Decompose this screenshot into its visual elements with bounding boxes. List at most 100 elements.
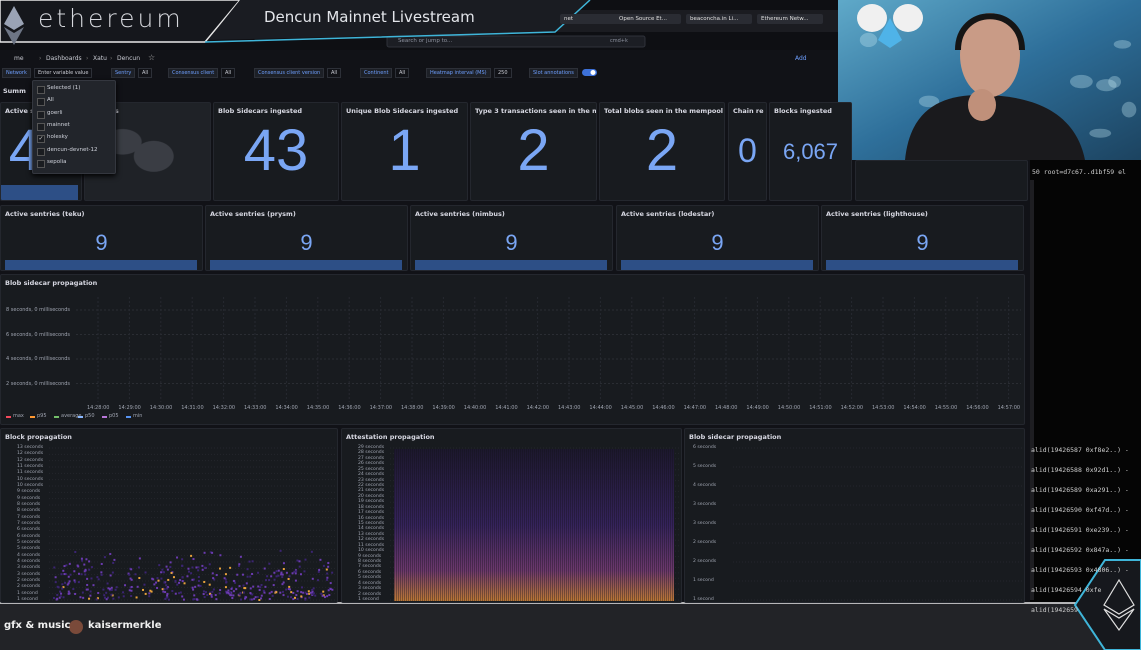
heatmap-cell (165, 584, 168, 587)
dropdown-option[interactable]: All (33, 97, 115, 107)
heatmap-cell (238, 563, 241, 566)
browser-tab[interactable]: Open Source Et... (615, 14, 681, 24)
heatmap-column (560, 449, 561, 601)
heatmap-cell (112, 597, 115, 600)
dropdown-option[interactable]: ✓ holesky (33, 134, 115, 144)
breadcrumb[interactable]: me (14, 55, 24, 62)
heatmap-cell (239, 555, 242, 558)
search[interactable]: Search or jump to... (398, 38, 453, 44)
heatmap-column (506, 449, 507, 601)
y-axis-label: 22 seconds (358, 483, 385, 488)
heatmap-cell (331, 571, 334, 574)
y-axis-label: 4 seconds (17, 552, 41, 558)
option-label: All (47, 97, 54, 104)
corner-badge (1073, 559, 1141, 650)
heatmap-column (496, 449, 497, 601)
breadcrumb[interactable]: Dashboards (46, 55, 82, 62)
heatmap-cell (161, 568, 164, 571)
heatmap-cell (287, 578, 290, 581)
stat-panel: Chain re 0 (728, 102, 767, 201)
heatmap-cell (250, 598, 253, 601)
heatmap-cell (292, 598, 295, 601)
x-axis-label: 14:50:00 (777, 405, 801, 411)
heatmap-column (638, 449, 639, 601)
dropdown-option[interactable]: mainnet (33, 122, 115, 132)
heatmap-column (652, 449, 653, 601)
client-panel: Active sentries (teku) 9 (0, 205, 203, 271)
panel-title: Active sentries (nimbus) (415, 210, 505, 218)
heatmap-column (474, 449, 475, 601)
y-axis-label: 9 seconds (17, 489, 41, 495)
heatmap-cell (224, 586, 227, 589)
variable-value[interactable]: All (395, 68, 410, 78)
browser-tab[interactable]: Ethereum Netw... (757, 14, 823, 24)
panel-title: Active se (5, 107, 39, 115)
heatmap-cell (277, 574, 280, 577)
terminal (1030, 160, 1141, 602)
heatmap-column (532, 449, 533, 601)
heatmap-cell (245, 596, 248, 599)
heatmap-cell (112, 561, 115, 564)
heatmap-column (610, 449, 611, 601)
y-axis-label: 9 seconds (358, 553, 382, 559)
stat-panel: Total blobs seen in the mempool 2 (599, 102, 725, 201)
add-button[interactable]: Add (795, 55, 807, 62)
heatmap-cell (288, 588, 291, 591)
person-head (960, 13, 1020, 97)
variable-label[interactable]: Consensus client (168, 68, 219, 78)
dropdown-option[interactable]: sepolia (33, 159, 115, 169)
breadcrumb[interactable]: Xatu (93, 55, 107, 62)
heatmap-cell (246, 568, 249, 571)
heatmap-cell (219, 589, 222, 592)
heatmap-cell (305, 592, 308, 595)
dropdown-option[interactable]: goerli (33, 110, 115, 120)
stat-panel (855, 160, 1028, 201)
heatmap-cell (96, 597, 99, 600)
heatmap-cell (97, 578, 100, 581)
shortcut: cmd+k (610, 38, 628, 44)
heatmap-cell (257, 585, 260, 588)
heatmap-column (476, 449, 477, 601)
heatmap-cell (108, 589, 111, 592)
heatmap-column (594, 449, 595, 601)
browser-tab[interactable]: beaconcha.in Li... (686, 14, 752, 24)
heatmap-cell (192, 578, 195, 581)
dropdown-option[interactable]: dencun-devnet-12 (33, 147, 115, 157)
variable-value[interactable]: Enter variable value (34, 68, 93, 78)
terminal-line: alid(19426594 0xfe (1031, 586, 1102, 594)
breadcrumb-separator: › (39, 55, 42, 62)
variable-value[interactable]: All (327, 68, 342, 78)
variable-label[interactable]: Heatmap interval (MS) (426, 68, 491, 78)
heatmap-cell (203, 596, 206, 599)
heatmap-cell (113, 558, 116, 561)
heatmap-column (624, 449, 625, 601)
heatmap-column (582, 449, 583, 601)
heatmap-column (536, 449, 537, 601)
variable-value[interactable]: All (138, 68, 153, 78)
variable-label[interactable]: Slot annotations (529, 68, 578, 78)
heatmap-cell (327, 562, 330, 565)
stat-value: 1 (388, 118, 421, 184)
heatmap-cell (213, 578, 216, 581)
y-axis-label: 10 seconds (17, 483, 44, 488)
variable-value[interactable]: All (221, 68, 236, 78)
browser-tab[interactable]: net (560, 14, 626, 24)
heatmap-cell (312, 592, 315, 595)
y-axis-label: 18 seconds (358, 504, 385, 510)
variable-label[interactable]: Sentry (111, 68, 136, 78)
variable-label[interactable]: Network (2, 68, 31, 78)
breadcrumb[interactable]: Dencun (117, 55, 141, 62)
variable-label[interactable]: Continent (360, 68, 393, 78)
heatmap-column (512, 449, 513, 601)
variable-label[interactable]: Consensus client version (254, 68, 325, 78)
heatmap-cell (73, 570, 76, 573)
star-icon[interactable]: ☆ (148, 53, 156, 62)
client-panel: Active sentries (prysm) 9 (205, 205, 408, 271)
checkbox (37, 98, 45, 107)
dropdown-option[interactable]: Selected (1) (33, 85, 115, 95)
stat-value: 9 (505, 230, 518, 255)
heatmap-cell (280, 571, 283, 574)
heatmap-cell (134, 573, 137, 576)
checkbox (37, 86, 45, 94)
variable-value[interactable]: 250 (494, 68, 512, 78)
